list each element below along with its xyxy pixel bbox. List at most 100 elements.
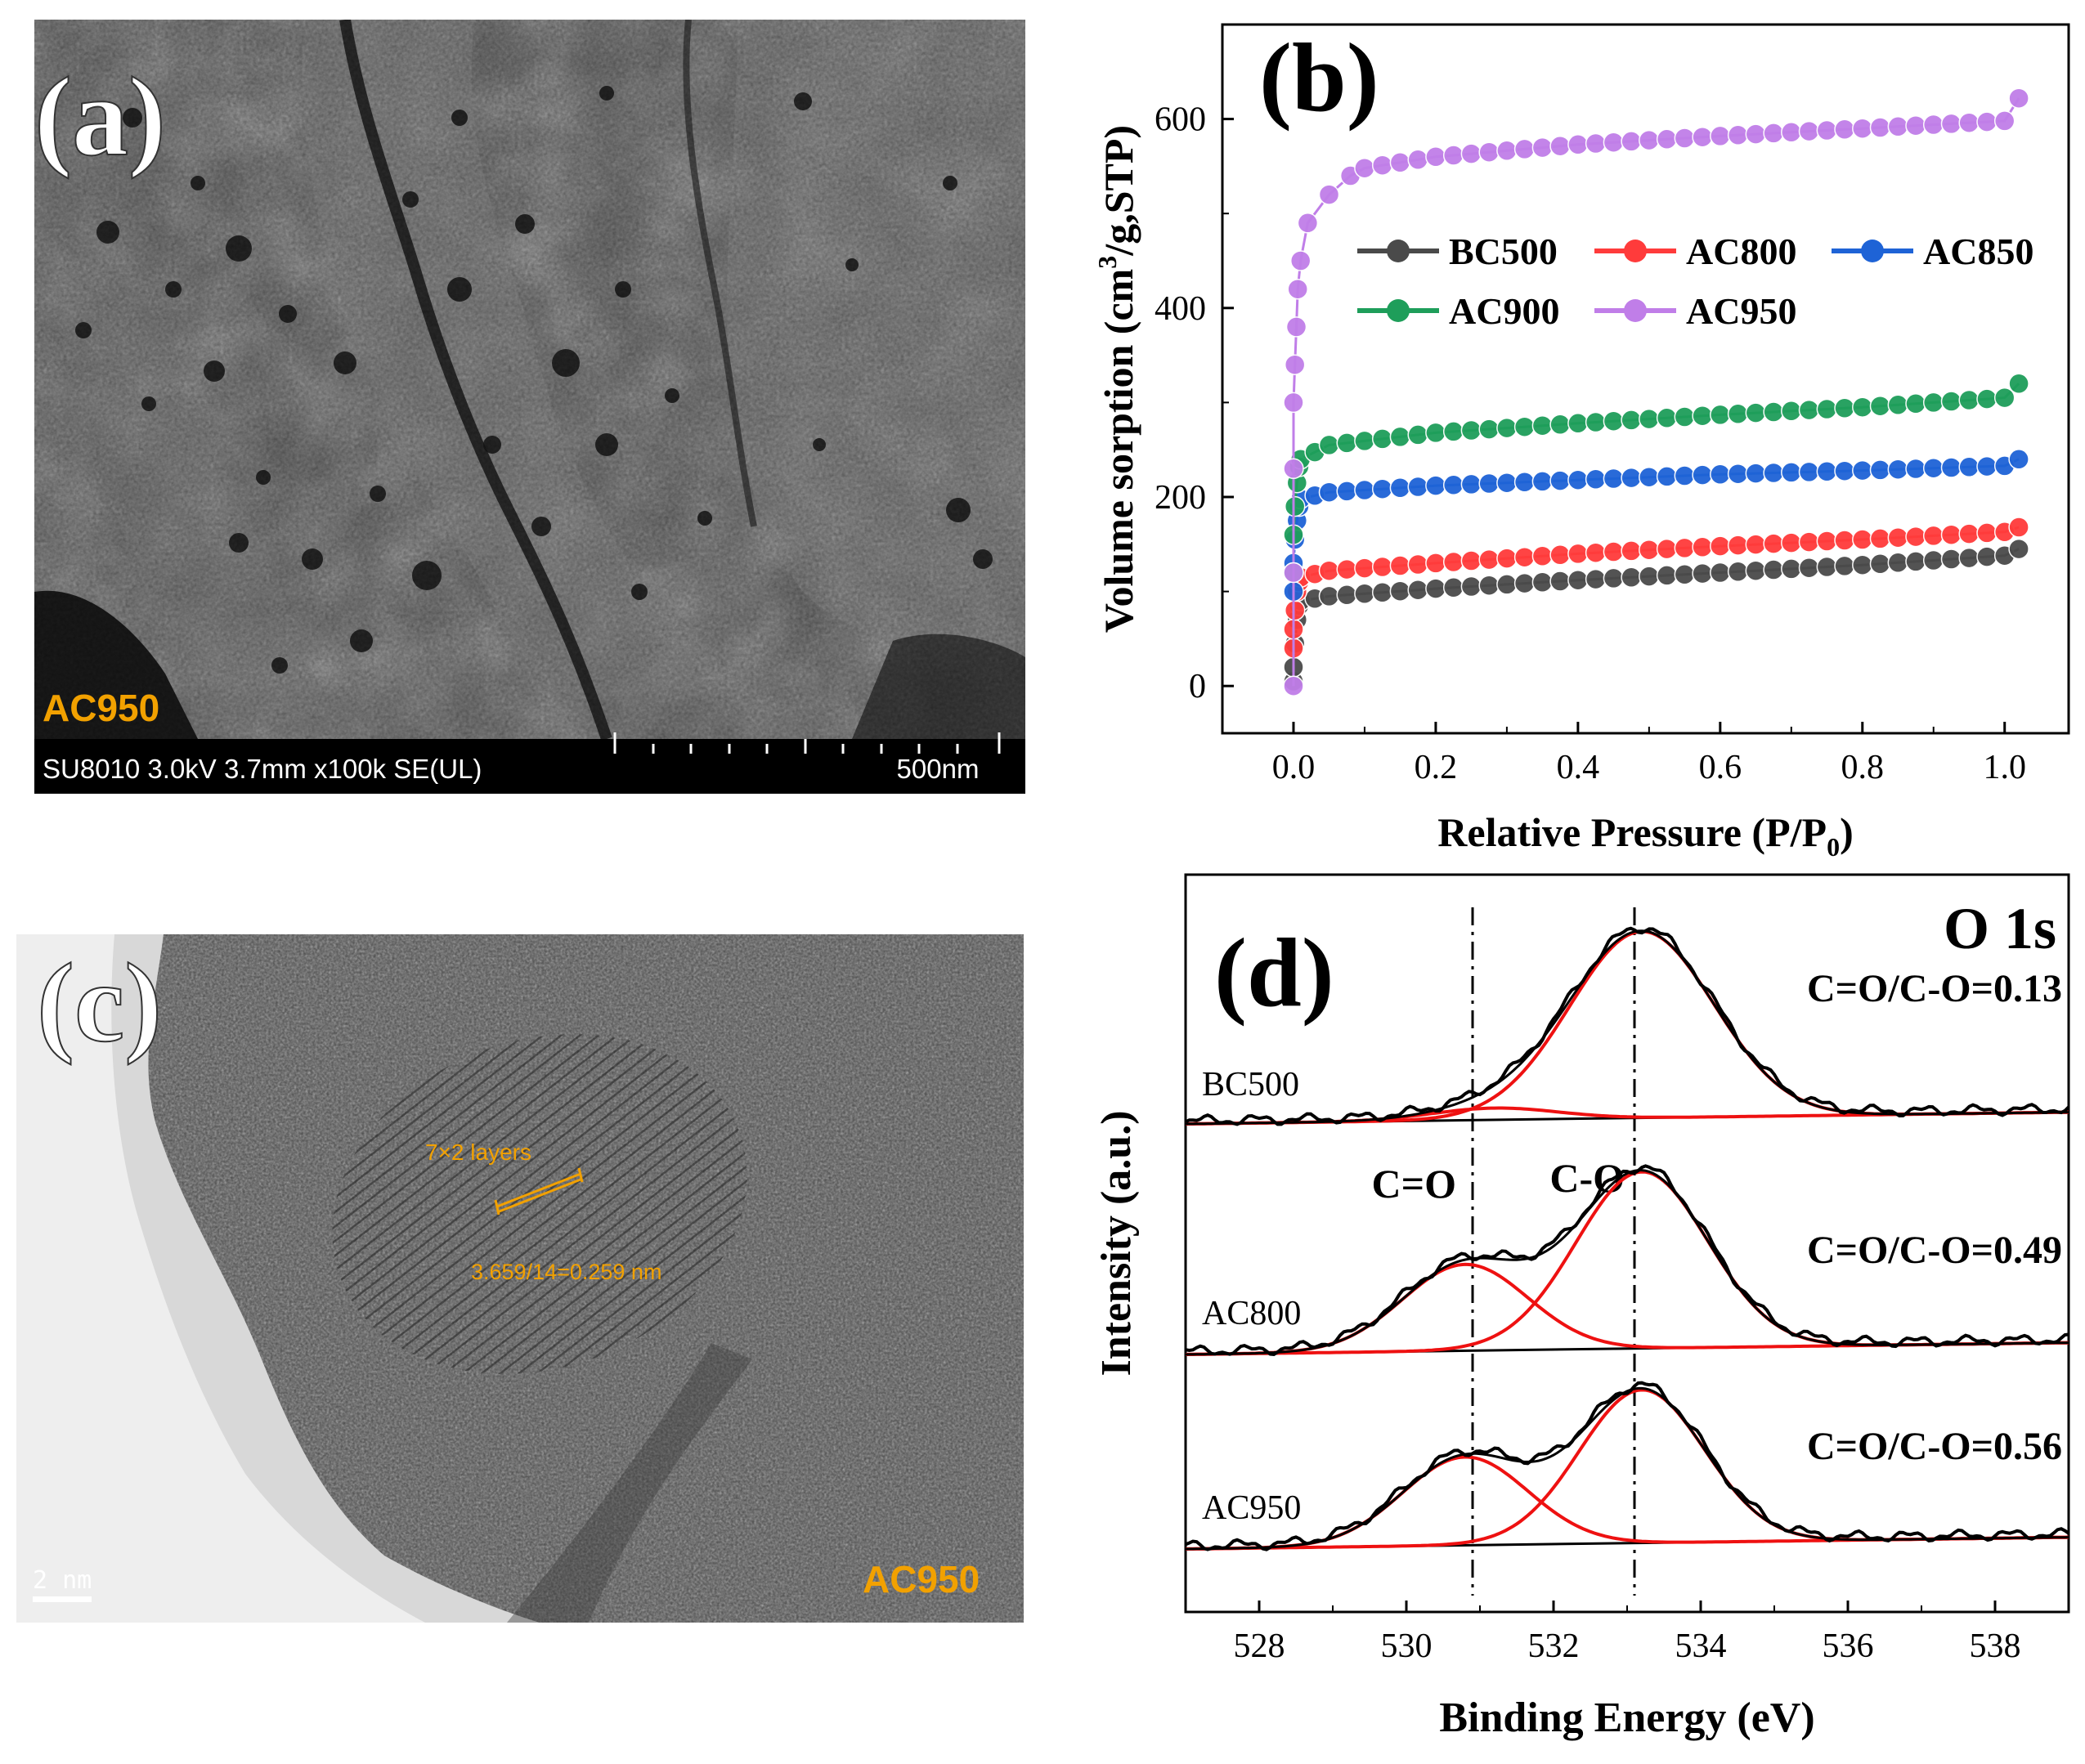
data-point-AC950 xyxy=(1371,154,1393,176)
data-point-BC500 xyxy=(1674,564,1696,585)
spectrum-label-AC800: AC800 xyxy=(1202,1295,1301,1332)
data-point-AC900 xyxy=(1834,397,1855,419)
data-point-AC800 xyxy=(1781,532,1802,553)
data-point-AC900 xyxy=(2008,373,2029,395)
data-point-AC950 xyxy=(1603,132,1625,153)
data-point-AC900 xyxy=(1371,428,1393,450)
peak-label-CO-single: C-O xyxy=(1549,1155,1625,1201)
data-point-BC500 xyxy=(1318,585,1340,607)
data-point-AC900 xyxy=(1425,422,1446,444)
data-point-BC500 xyxy=(1887,552,1909,574)
data-point-AC950 xyxy=(1460,143,1482,164)
data-point-AC850 xyxy=(1958,456,1980,478)
data-point-AC800 xyxy=(2008,517,2029,538)
data-point-AC800 xyxy=(1763,533,1784,554)
data-point-AC900 xyxy=(1284,495,1306,517)
data-point-BC500 xyxy=(1286,609,1308,631)
data-point-AC900 xyxy=(1496,417,1518,439)
data-point-AC950 xyxy=(1869,117,1891,138)
x-tick-label-d: 534 xyxy=(1675,1627,1727,1665)
data-point-BC500 xyxy=(1905,551,1926,572)
legend-marker-AC900 xyxy=(1387,299,1410,322)
data-point-BC500 xyxy=(1603,567,1625,589)
data-point-AC800 xyxy=(1460,550,1482,571)
sem-info-bar: SU8010 3.0kV 3.7mm x100k SE(UL) xyxy=(43,754,482,784)
x-axis-label-d: Binding Energy (eV) xyxy=(1439,1695,1814,1741)
data-point-AC850 xyxy=(1745,463,1767,484)
peak-label-CO-double: C=O xyxy=(1372,1161,1457,1207)
lattice-spacing-label: 3.659/14=0.259 nm xyxy=(471,1260,661,1284)
data-point-BC500 xyxy=(1922,549,1944,571)
data-point-AC950 xyxy=(1798,120,1820,142)
spectrum-raw-AC800 xyxy=(1185,1164,2069,1357)
spectrum-baseline-AC800 xyxy=(1185,1341,2069,1356)
x-tick-label-d: 532 xyxy=(1528,1627,1580,1665)
data-point-AC800 xyxy=(1710,535,1731,557)
data-point-AC800 xyxy=(1354,557,1375,579)
data-point-AC850 xyxy=(1852,459,1873,481)
data-point-AC800 xyxy=(1816,531,1838,552)
data-point-AC900 xyxy=(1289,449,1312,470)
data-point-BC500 xyxy=(1834,555,1855,577)
data-point-AC850 xyxy=(1549,470,1571,491)
data-point-AC900 xyxy=(1318,434,1340,456)
spectrum-raw-BC500 xyxy=(1185,926,2070,1126)
series-line-AC800 xyxy=(1292,526,2020,648)
x-tick-label-b: 1.0 xyxy=(1983,749,2026,786)
data-point-AC900 xyxy=(1460,419,1482,441)
data-point-BC500 xyxy=(1304,588,1325,610)
data-point-AC900 xyxy=(1639,408,1660,430)
data-point-AC950 xyxy=(1621,131,1642,152)
data-point-AC950 xyxy=(1531,137,1554,159)
data-point-AC950 xyxy=(1283,458,1304,480)
data-point-AC850 xyxy=(1567,469,1589,490)
data-point-AC900 xyxy=(1958,389,1980,411)
data-point-AC900 xyxy=(1283,562,1304,584)
data-point-AC950 xyxy=(1283,392,1304,414)
data-point-AC800 xyxy=(1284,599,1306,621)
data-point-AC950 xyxy=(1993,110,2016,132)
panel-letter-c: (c) xyxy=(37,940,162,1065)
data-point-AC950 xyxy=(1710,125,1731,147)
data-point-AC850 xyxy=(1284,529,1306,550)
data-point-BC500 xyxy=(1869,553,1891,575)
data-point-AC900 xyxy=(1603,410,1625,432)
data-point-AC800 xyxy=(1289,571,1310,593)
lattice-measure-line xyxy=(496,1172,581,1208)
data-point-AC850 xyxy=(1940,457,1962,478)
legend-label-BC500: BC500 xyxy=(1449,231,1558,272)
data-point-AC900 xyxy=(1905,393,1926,414)
data-point-AC900 xyxy=(1692,405,1713,427)
data-point-AC950 xyxy=(1692,126,1713,148)
data-point-AC850 xyxy=(1283,580,1304,602)
data-point-AC900 xyxy=(1993,387,2016,409)
data-point-AC950 xyxy=(1283,562,1304,584)
legend-marker-AC800 xyxy=(1624,240,1647,262)
spectrum-baseline-BC500 xyxy=(1185,1111,2069,1126)
data-point-AC950 xyxy=(1496,140,1518,162)
spectrum-raw-AC950 xyxy=(1185,1381,2070,1551)
data-point-AC950 xyxy=(1727,124,1749,146)
lattice-layers-label: 7×2 layers xyxy=(425,1139,531,1165)
data-point-BC500 xyxy=(1549,571,1571,592)
data-point-AC850 xyxy=(1289,488,1312,510)
data-point-BC500 xyxy=(1639,566,1660,587)
fit-component-AC800-1 xyxy=(1185,1170,2069,1356)
data-point-AC850 xyxy=(1389,477,1411,499)
data-point-AC950 xyxy=(2008,87,2029,109)
data-point-AC900 xyxy=(1976,388,1998,410)
y-tick-label-b: 600 xyxy=(1155,101,1206,139)
data-point-AC800 xyxy=(1852,529,1873,550)
data-point-AC800 xyxy=(1531,545,1554,567)
data-point-BC500 xyxy=(1407,579,1428,601)
y-axis-label-b: Volume sorption (cm3/g,STP) xyxy=(1092,125,1141,633)
data-point-AC850 xyxy=(1513,472,1536,493)
data-point-BC500 xyxy=(1621,566,1642,589)
data-point-AC800 xyxy=(1745,534,1767,555)
data-point-AC950 xyxy=(1289,250,1312,271)
data-point-AC800 xyxy=(1940,524,1962,545)
chart-d-group: 528 530 532 534 536 538 Binding Energy (eV) Int… xyxy=(1093,873,2070,1741)
data-point-AC800 xyxy=(1834,530,1855,551)
data-point-AC800 xyxy=(1442,551,1464,573)
data-point-BC500 xyxy=(1496,574,1518,595)
